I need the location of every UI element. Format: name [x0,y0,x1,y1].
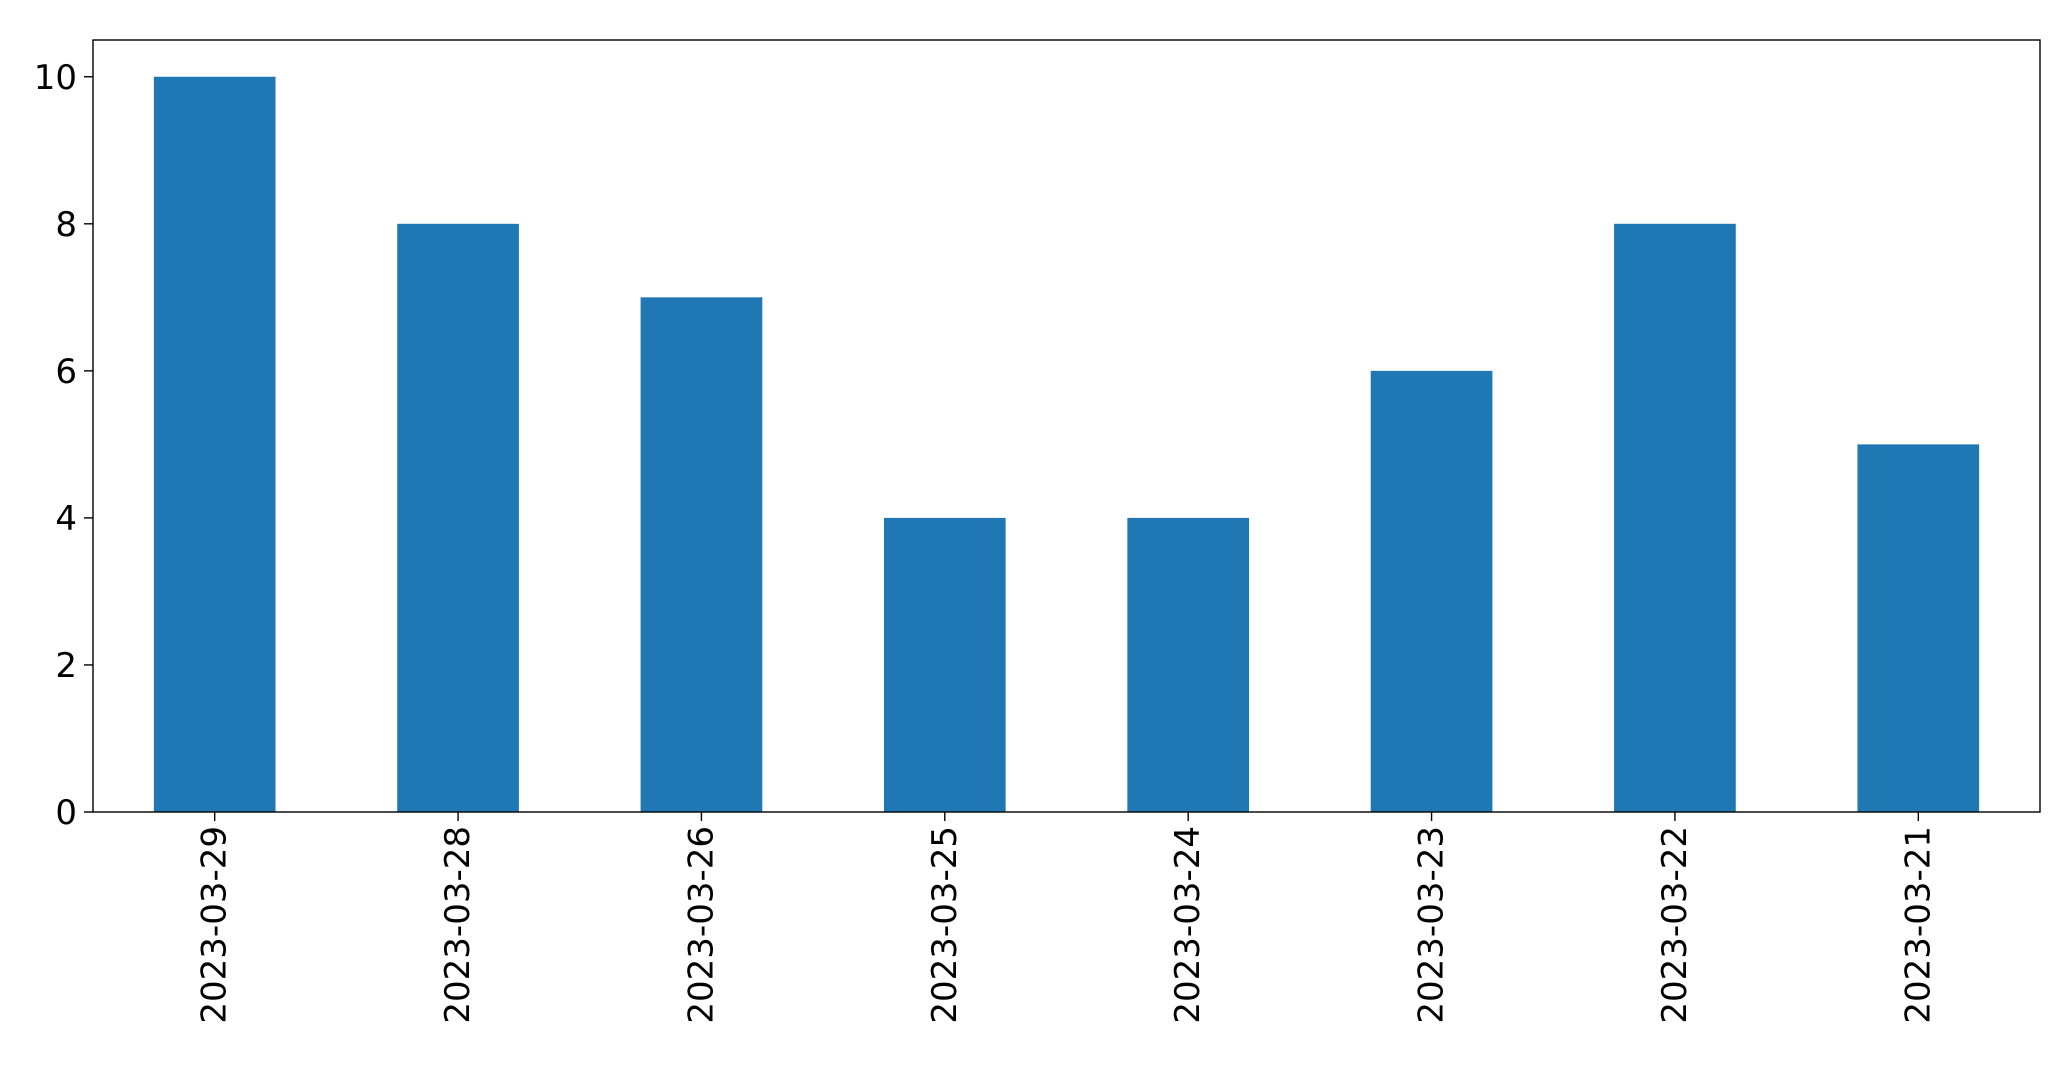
y-tick-label: 0 [55,793,77,833]
bars-layer [153,76,1980,813]
x-tick-label: 2023-03-23 [1412,826,1452,1024]
bar [1370,370,1493,812]
x-tick-label: 2023-03-29 [195,826,235,1024]
x-axis: 2023-03-29 2023-03-28 2023-03-26 2023-03-25… [195,812,1938,1024]
bar [640,297,763,812]
x-tick-label: 2023-03-21 [1898,826,1938,1024]
x-tick-label: 2023-03-22 [1655,826,1695,1024]
bar [883,517,1006,812]
bar [1857,444,1980,812]
bar [1614,223,1736,813]
x-tick-label: 2023-03-24 [1168,826,1208,1024]
bar [397,223,519,813]
y-axis: 0 2 4 6 8 10 [34,58,93,833]
y-tick-label: 2 [55,646,77,686]
x-tick-label: 2023-03-25 [925,826,965,1024]
plot-frame [92,39,2041,813]
y-tick-label: 4 [55,499,77,539]
y-tick-label: 8 [55,205,77,245]
y-tick-label: 10 [34,58,77,98]
bar [153,76,276,812]
x-tick-label: 2023-03-26 [681,826,721,1024]
x-tick-label: 2023-03-28 [438,826,478,1024]
y-tick-label: 6 [55,352,77,392]
bar [1127,517,1250,812]
